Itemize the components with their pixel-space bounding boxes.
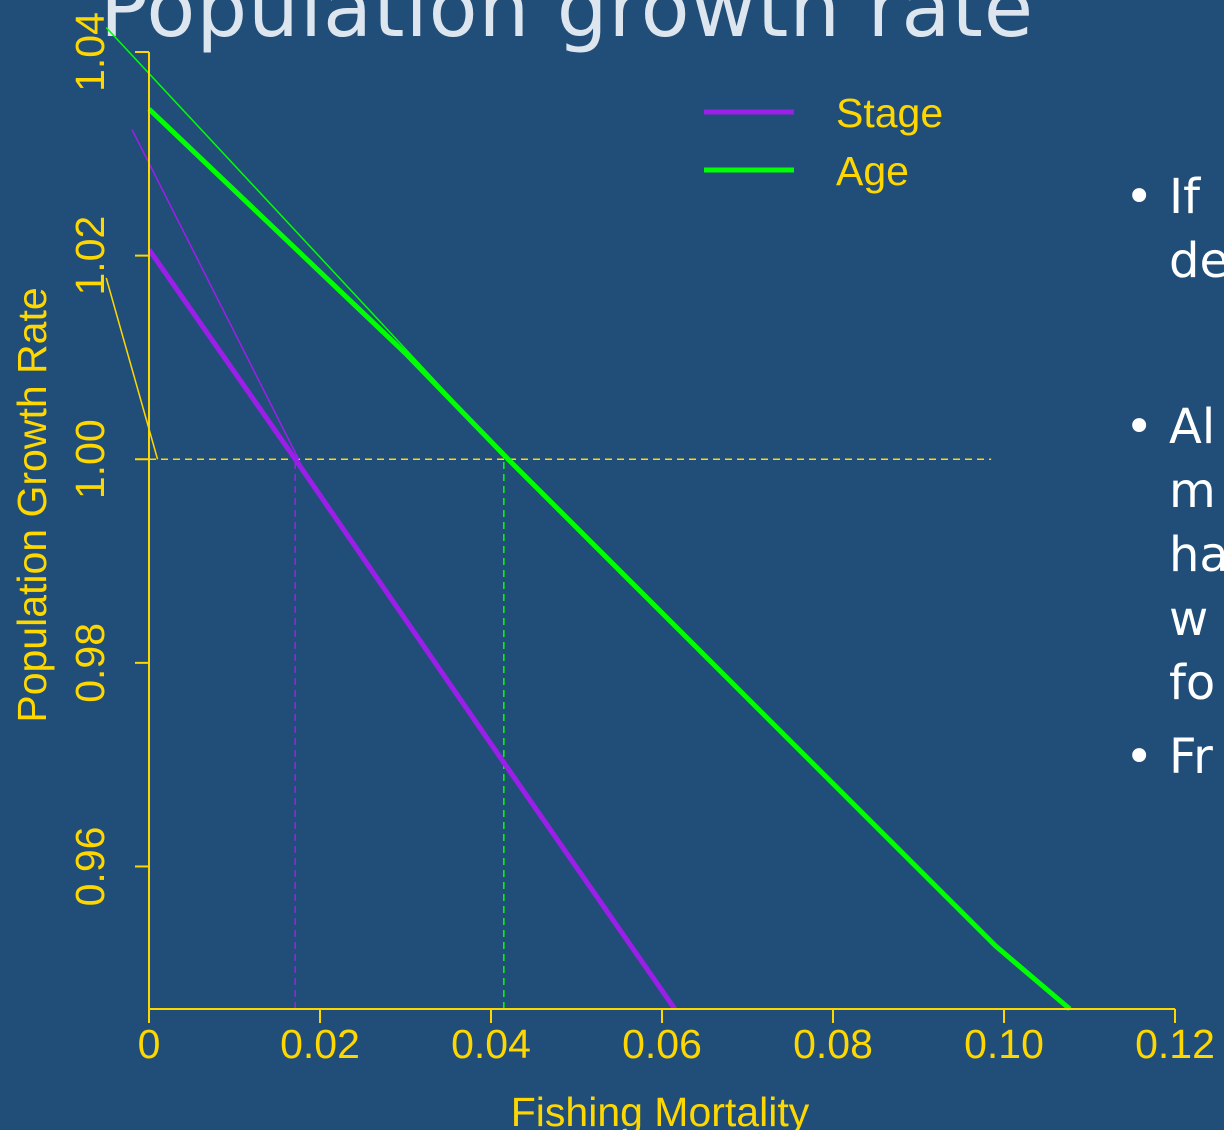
bullet-line: w — [1125, 587, 1224, 651]
bullet-line: • Al — [1125, 395, 1224, 459]
bullet-item: • If de — [1125, 165, 1224, 293]
bullet-text: de — [1169, 233, 1224, 289]
x-tick-label: 0.08 — [793, 1021, 873, 1067]
bullet-text: Al — [1169, 399, 1216, 455]
series-line-stage — [146, 248, 677, 1011]
bullet-text: ha — [1169, 527, 1224, 583]
bullet-dot: • — [1125, 729, 1154, 785]
bullet-dot: • — [1125, 169, 1154, 225]
x-axis-label: Fishing Mortality — [511, 1089, 810, 1130]
bullet-line: fo — [1125, 651, 1224, 715]
bullet-line: m — [1125, 459, 1224, 523]
y-tick-label: 1.02 — [67, 216, 113, 296]
bullet-item: • Fr — [1125, 725, 1213, 789]
bullet-item: • Al m ha w fo — [1125, 395, 1224, 715]
x-tick-label: 0.10 — [964, 1021, 1044, 1067]
y-tick-label: 0.96 — [67, 827, 113, 907]
y-tick-label: 0.98 — [67, 623, 113, 703]
bullet-line: • If — [1125, 165, 1224, 229]
bullet-text: If — [1169, 169, 1201, 225]
axes: 0 0.02 0.04 0.06 0.08 0.10 0.12 0.96 0.98 1.00 1.0… — [9, 12, 1215, 1130]
legend-label-age: Age — [836, 148, 909, 194]
bullet-text: fo — [1169, 655, 1216, 711]
x-tick-label: 0.12 — [1135, 1021, 1215, 1067]
slide-title: Population growth rate — [100, 0, 1035, 55]
bullet-text: m — [1169, 463, 1216, 519]
series-line-age — [147, 107, 1072, 1011]
y-tick-label: 1.04 — [67, 12, 113, 92]
legend-label-stage: Stage — [836, 90, 943, 136]
y-axis-label: Population Growth Rate — [9, 287, 55, 722]
bullet-line: • Fr — [1125, 725, 1213, 789]
legend: Stage Age — [704, 90, 943, 194]
bullet-line: de — [1125, 229, 1224, 293]
x-tick-label: 0 — [138, 1021, 161, 1067]
series-lines — [146, 107, 1072, 1011]
x-tick-label: 0.02 — [280, 1021, 360, 1067]
tangent-line-0 — [131, 129, 300, 460]
bullet-text: Fr — [1169, 729, 1213, 785]
reference-lines — [149, 458, 992, 1009]
bullet-dot: • — [1125, 399, 1154, 455]
bullet-line: ha — [1125, 523, 1224, 587]
x-tick-label: 0.04 — [451, 1021, 531, 1067]
bullet-text: w — [1169, 591, 1209, 647]
y-tick-label: 1.00 — [67, 419, 113, 499]
x-tick-label: 0.06 — [622, 1021, 702, 1067]
